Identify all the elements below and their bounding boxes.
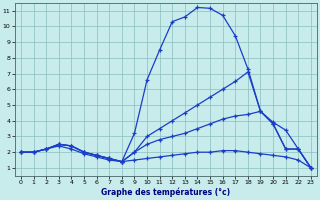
X-axis label: Graphe des températures (°c): Graphe des températures (°c) xyxy=(101,188,230,197)
